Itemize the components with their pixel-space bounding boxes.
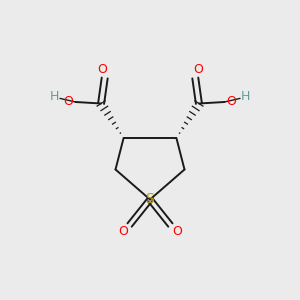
Text: O: O <box>118 225 128 238</box>
Text: H: H <box>50 90 59 104</box>
Text: O: O <box>172 225 182 238</box>
Text: O: O <box>98 63 107 76</box>
Text: O: O <box>193 63 202 76</box>
Text: H: H <box>241 90 250 104</box>
Text: O: O <box>227 94 236 108</box>
Text: O: O <box>64 94 73 108</box>
Text: S: S <box>146 192 154 206</box>
